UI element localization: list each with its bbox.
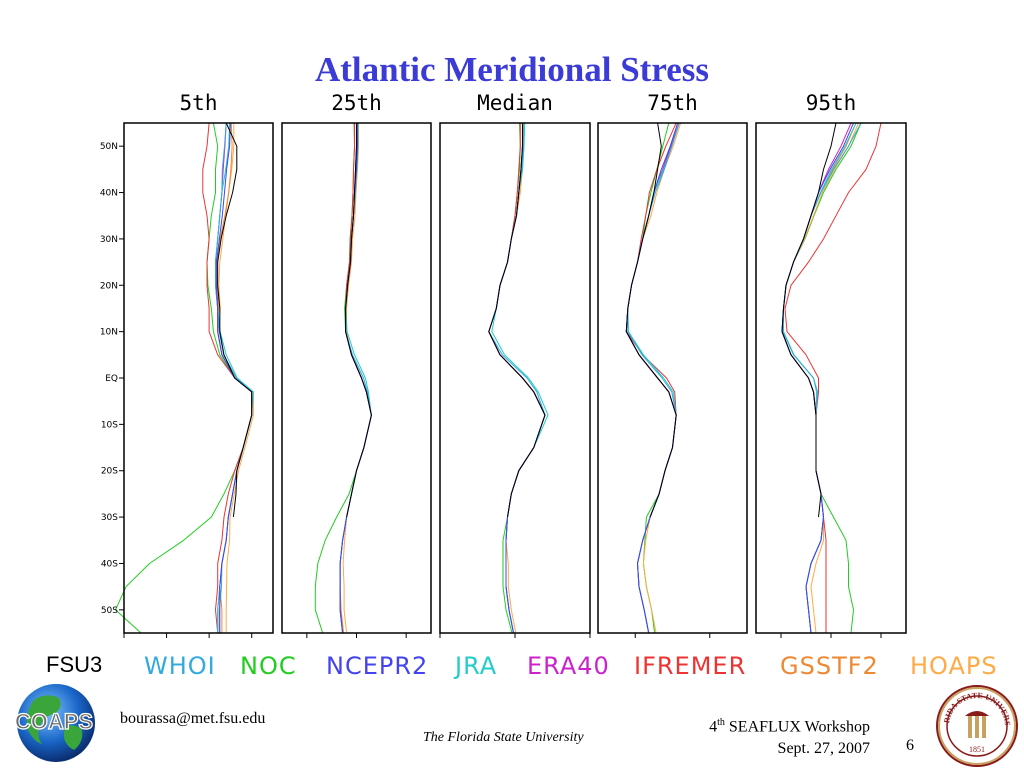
panel-lines <box>115 122 254 634</box>
y-tick-label: EQ <box>105 374 118 384</box>
y-tick-label: 30N <box>100 235 118 245</box>
series-line-hoaps <box>781 122 859 634</box>
panel-frame <box>755 122 907 634</box>
panel-75th: 75th00.1 <box>597 91 748 638</box>
y-tick-label: 50N <box>100 142 118 152</box>
legend-item-noc: NOC <box>240 652 297 680</box>
workshop-name: SEAFLUX Workshop <box>724 718 870 736</box>
y-tick-label: 50S <box>101 606 118 616</box>
series-line-noc <box>781 122 862 634</box>
panel-frame <box>281 122 432 634</box>
y-tick-label: 40S <box>101 559 118 569</box>
y-tick-label: 40N <box>100 189 118 199</box>
workshop-ordinal: 4 <box>709 718 718 736</box>
fsu-seal-logo: FLORIDA STATE UNIVERSITY 1851 <box>935 684 1018 767</box>
panel-frame <box>597 122 748 634</box>
series-line-fsu3 <box>625 122 677 518</box>
workshop-ordinal-suffix: th <box>717 717 725 728</box>
panel-median: Median−0.100.1 <box>439 91 591 638</box>
series-line-whoi <box>215 122 253 633</box>
series-line-fsu3 <box>217 122 253 518</box>
footer-workshop: 4th SEAFLUX Workshop Sept. 27, 2007 <box>709 712 870 760</box>
series-line-hoaps <box>342 123 372 634</box>
legend-item-ncepr2: NCEPR2 <box>326 652 429 680</box>
workshop-date: Sept. 27, 2007 <box>777 740 870 758</box>
series-line-fsu3 <box>488 123 546 518</box>
chart-panels: 5th−0.3−0.2−0.1025th−0.100.1Median−0.100… <box>100 91 907 638</box>
y-tick-label: 10N <box>100 328 118 338</box>
panel-25th: 25th−0.100.1 <box>281 91 432 638</box>
series-line-jra <box>491 122 549 634</box>
legend-item-jra: JRA <box>455 652 498 680</box>
legend-item-hoaps: HOAPS <box>910 652 998 680</box>
footer-university: The Florida State University <box>423 730 584 745</box>
y-tick-label: 30S <box>101 513 118 523</box>
legend-item-fsu3: FSU3 <box>46 652 103 677</box>
coaps-logo: COAPS <box>14 684 95 762</box>
legend-item-whoi: WHOI <box>144 652 216 680</box>
seal-year: 1851 <box>969 745 985 754</box>
panel-title: 75th <box>647 91 698 115</box>
y-tick-label: 10S <box>101 420 118 430</box>
panel-frame <box>439 122 591 634</box>
series-line-whoi <box>782 122 862 634</box>
series-line-fsu3 <box>345 123 372 518</box>
panel-title: 95th <box>806 91 857 115</box>
panel-frame <box>123 122 274 634</box>
series-line-whoi <box>627 122 680 634</box>
panel-title: Median <box>477 91 553 115</box>
workshop-line: 4th SEAFLUX Workshop <box>709 712 870 738</box>
y-tick-label: 20S <box>101 467 118 477</box>
series-line-ifremer <box>625 122 677 634</box>
series-line-fsu3 <box>781 122 837 518</box>
series-line-ifremer <box>784 122 882 633</box>
series-line-ifremer <box>488 123 546 634</box>
footer-email[interactable]: bourassa@met.fsu.edu <box>120 710 266 727</box>
panel-5th: 5th−0.3−0.2−0.10 <box>115 91 274 638</box>
panel-95th: 95th00.10.2 <box>755 91 907 638</box>
panel-lines <box>625 122 682 634</box>
coaps-logo-text: COAPS <box>15 709 93 734</box>
page-number: 6 <box>906 737 914 754</box>
legend-item-era40: ERA40 <box>527 652 610 680</box>
legend-item-gsstf2: GSSTF2 <box>780 652 879 680</box>
slide-title: Atlantic Meridional Stress <box>314 50 710 89</box>
panel-lines <box>314 122 372 634</box>
series-line-noc <box>625 122 677 634</box>
panel-title: 25th <box>331 91 382 115</box>
panel-lines <box>781 122 882 634</box>
legend-item-ifremer: IFREMER <box>634 652 747 680</box>
y-tick-label: 20N <box>100 281 118 291</box>
series-line-noc <box>115 122 253 634</box>
panel-title: 5th <box>180 91 218 115</box>
y-axis: 50N 40N 30N 20N 10N EQ 10S 20S 30S 40S 50S <box>100 142 124 616</box>
panel-lines <box>488 122 549 634</box>
